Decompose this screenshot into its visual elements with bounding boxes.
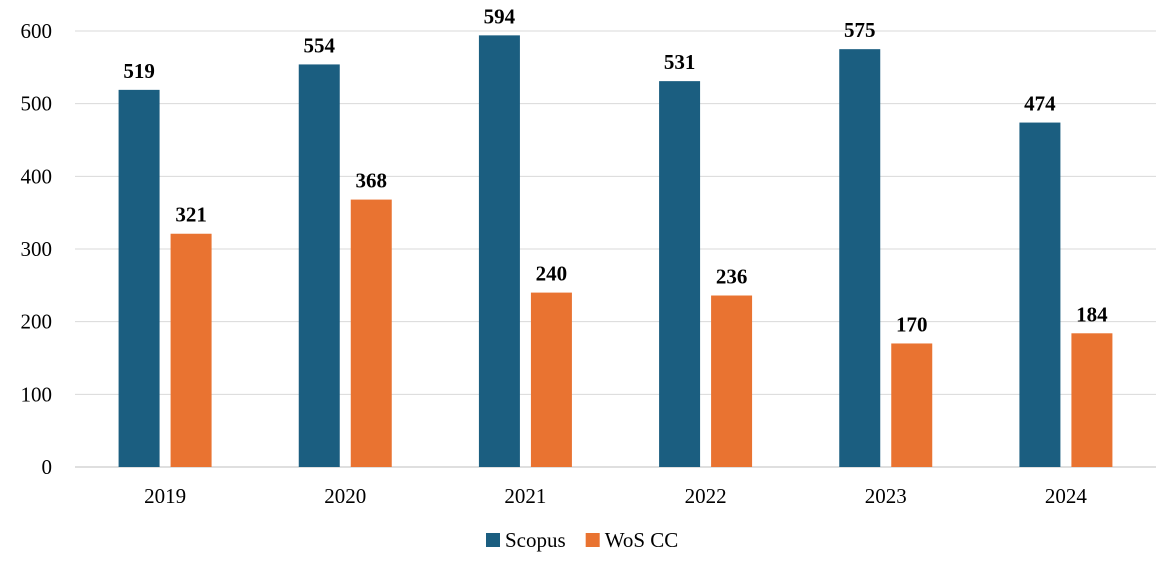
- y-tick-label: 600: [21, 19, 53, 43]
- bars: [118, 35, 1113, 468]
- legend-swatch-wos-cc: [585, 533, 600, 547]
- bar-wos-cc-2021: [530, 292, 572, 467]
- data-label: 170: [896, 312, 928, 336]
- bar-scopus-2019: [118, 89, 160, 468]
- y-tick-label: 500: [21, 92, 53, 116]
- bar-scopus-2021: [478, 35, 520, 468]
- bar-scopus-2024: [1019, 122, 1061, 467]
- legend-label: Scopus: [505, 528, 566, 552]
- x-tick-label: 2022: [685, 484, 727, 508]
- bar-wos-cc-2023: [891, 343, 933, 467]
- y-tick-label: 200: [21, 310, 53, 334]
- bar-wos-cc-2022: [711, 295, 753, 467]
- bar-scopus-2023: [839, 49, 881, 468]
- data-label: 236: [716, 265, 748, 289]
- bar-scopus-2022: [659, 81, 701, 467]
- y-tick-label: 0: [42, 455, 53, 479]
- data-label: 554: [304, 33, 336, 57]
- y-tick-label: 400: [21, 164, 53, 188]
- x-tick-label: 2024: [1045, 484, 1088, 508]
- data-label: 474: [1024, 92, 1056, 116]
- data-label: 368: [356, 169, 388, 193]
- y-tick-label: 100: [21, 382, 53, 406]
- data-label: 321: [175, 203, 207, 227]
- data-label: 519: [123, 59, 155, 83]
- data-label: 575: [844, 18, 876, 42]
- y-axis-tick-labels: 0 100 200 300 400 500 600: [21, 19, 53, 479]
- y-tick-label: 300: [21, 237, 53, 261]
- x-tick-label: 2021: [504, 484, 546, 508]
- legend-swatch-scopus: [486, 533, 500, 547]
- data-label: 531: [664, 50, 696, 74]
- bar-wos-cc-2019: [170, 233, 212, 467]
- bar-wos-cc-2024: [1071, 333, 1113, 467]
- legend: Scopus WoS CC: [486, 528, 678, 552]
- x-axis-tick-labels: 2019 2020 2021 2022 2023 2024: [144, 484, 1087, 508]
- data-label: 240: [536, 262, 568, 286]
- x-tick-label: 2023: [865, 484, 907, 508]
- data-label: 184: [1076, 302, 1108, 326]
- data-labels: 519 321 554 368 594 240 531 236 575 170 474 184: [123, 4, 1108, 336]
- x-tick-label: 2020: [324, 484, 366, 508]
- gridlines: [75, 30, 1156, 468]
- bar-wos-cc-2020: [350, 199, 392, 467]
- data-label: 594: [484, 4, 516, 28]
- legend-label: WoS CC: [605, 528, 679, 552]
- bar-scopus-2020: [298, 64, 340, 467]
- x-tick-label: 2019: [144, 484, 186, 508]
